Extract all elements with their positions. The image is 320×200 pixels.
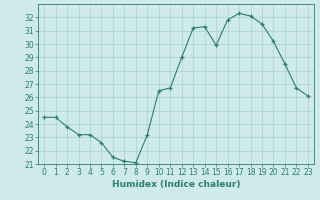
X-axis label: Humidex (Indice chaleur): Humidex (Indice chaleur) bbox=[112, 180, 240, 189]
